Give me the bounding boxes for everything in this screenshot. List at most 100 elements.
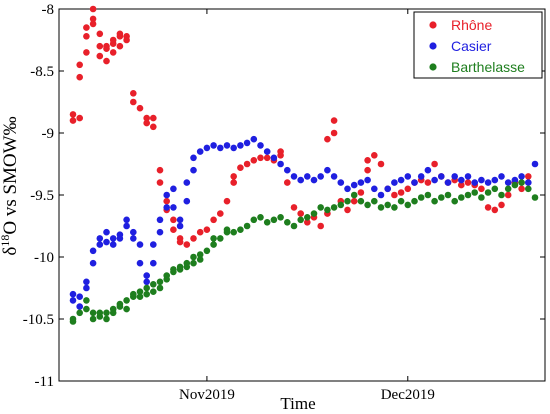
data-point [404, 201, 412, 209]
data-point [83, 305, 90, 313]
data-point [304, 219, 311, 226]
data-point [150, 114, 157, 122]
data-point [464, 173, 472, 180]
data-points [69, 5, 539, 325]
data-point [498, 191, 505, 199]
data-point [237, 142, 244, 149]
data-point [404, 185, 412, 193]
data-point [464, 179, 472, 186]
data-point [196, 148, 204, 155]
data-point [417, 194, 425, 201]
data-point [143, 272, 150, 279]
legend: Rhône Casier Barthelasse [413, 11, 543, 79]
series-barthelasse [69, 179, 539, 325]
data-point [123, 222, 130, 230]
data-point [196, 251, 204, 258]
data-point [83, 297, 90, 304]
data-point [270, 154, 278, 162]
data-point [257, 142, 264, 149]
data-point [170, 185, 177, 193]
series-rhône [69, 5, 532, 248]
data-point [364, 201, 371, 209]
data-point [156, 179, 164, 186]
data-point [230, 179, 237, 186]
data-point [384, 185, 392, 193]
data-point [411, 179, 418, 186]
data-point [277, 148, 284, 155]
data-point [190, 235, 197, 242]
data-point [504, 185, 512, 193]
data-point [76, 61, 83, 69]
data-point [130, 290, 137, 298]
data-point [478, 194, 485, 201]
data-point [103, 315, 110, 323]
data-point [250, 216, 258, 224]
data-point [310, 210, 318, 217]
data-point [330, 204, 338, 211]
data-point [277, 214, 284, 221]
data-point [116, 300, 124, 308]
data-point [391, 204, 398, 211]
data-point [458, 194, 465, 201]
data-point [384, 201, 392, 209]
data-point [130, 90, 137, 97]
data-point [217, 210, 224, 217]
y-title-suffix: O vs SMOW‰ [0, 116, 22, 235]
data-point [263, 154, 271, 162]
data-point [83, 33, 90, 40]
data-point [330, 117, 338, 124]
data-point [531, 160, 539, 168]
data-point [176, 216, 184, 224]
data-point [391, 179, 398, 186]
data-point [223, 226, 231, 233]
data-point [257, 214, 264, 221]
data-point [364, 176, 371, 184]
data-point [130, 235, 137, 242]
data-point [183, 263, 191, 271]
y-tick-label: -8.5 [30, 64, 54, 80]
data-point [83, 284, 90, 292]
data-point [471, 179, 479, 186]
data-point [297, 176, 305, 184]
data-point [136, 259, 144, 267]
data-point [163, 272, 170, 279]
data-point [243, 139, 251, 147]
data-point [511, 176, 519, 184]
data-point [196, 256, 204, 263]
data-point [176, 222, 184, 230]
data-point [156, 228, 164, 236]
data-point [123, 305, 130, 313]
data-point [344, 185, 351, 193]
data-point [451, 197, 459, 205]
data-point [76, 114, 83, 122]
data-point [76, 293, 83, 301]
legend-marker [429, 63, 437, 71]
data-point [424, 166, 432, 174]
data-point [471, 189, 479, 196]
data-point [525, 185, 532, 193]
data-point [344, 197, 351, 205]
data-point [163, 197, 170, 205]
data-point [397, 189, 405, 196]
data-point [170, 266, 177, 273]
data-point [109, 235, 117, 242]
data-point [143, 114, 150, 122]
data-point [183, 241, 191, 248]
data-point [109, 49, 117, 56]
data-point [83, 278, 90, 286]
data-point [377, 160, 385, 168]
x-axis-title: Time [280, 394, 315, 413]
legend-marker [429, 21, 437, 29]
data-point [130, 98, 137, 106]
data-point [136, 241, 144, 248]
data-point [69, 297, 77, 304]
data-point [130, 228, 137, 236]
data-point [357, 197, 365, 205]
data-point [324, 135, 331, 143]
data-point [89, 309, 97, 317]
data-point [116, 42, 124, 50]
y-tick-label: -9 [42, 126, 55, 142]
data-point [484, 189, 492, 196]
data-point [250, 135, 258, 143]
data-point [284, 166, 291, 174]
